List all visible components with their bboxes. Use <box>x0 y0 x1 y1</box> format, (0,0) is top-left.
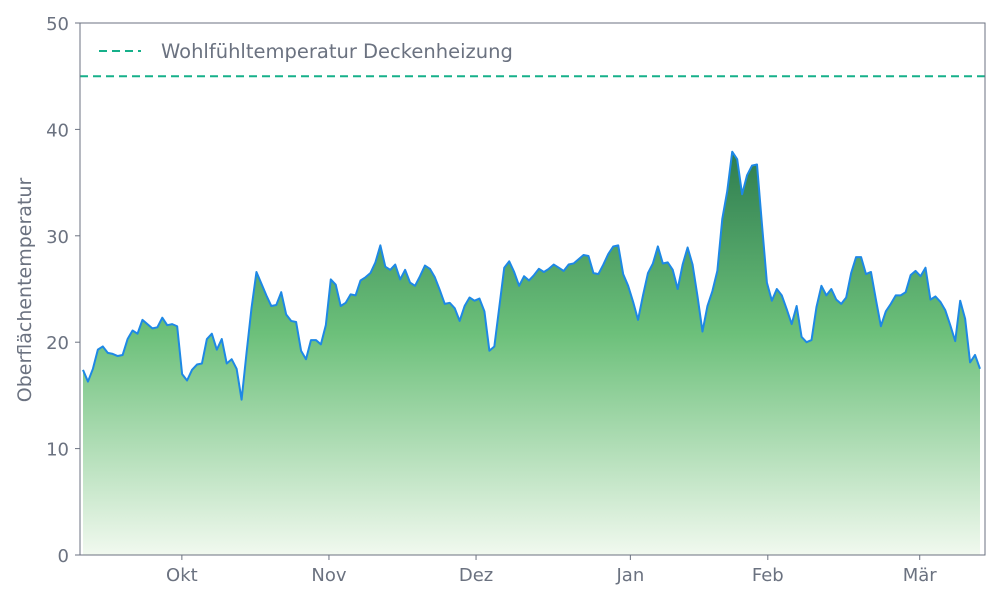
x-tick-label: Nov <box>311 565 346 586</box>
x-tick-label: Okt <box>166 565 198 586</box>
y-tick-label: 0 <box>58 546 69 567</box>
series-area-fill <box>83 151 980 555</box>
plot-area <box>80 75 985 555</box>
x-tick-label: Mär <box>903 565 938 586</box>
plot-frame <box>79 22 986 556</box>
x-tick-label: Jan <box>615 565 644 586</box>
x-tick-label: Dez <box>459 565 493 586</box>
y-tick-label: 20 <box>46 333 69 354</box>
y-tick-label: 10 <box>46 440 69 461</box>
legend: Wohlfühltemperatur Deckenheizung <box>99 40 513 63</box>
y-tick-label: 50 <box>46 14 69 35</box>
y-tick-label: 30 <box>46 227 69 248</box>
legend-label-reference: Wohlfühltemperatur Deckenheizung <box>161 40 513 63</box>
x-tick-label: Feb <box>752 565 784 586</box>
y-axis: 0 10 20 30 40 50 <box>46 14 80 567</box>
y-tick-label: 40 <box>46 120 69 141</box>
series-line <box>82 150 981 401</box>
y-axis-title: Oberflächentemperatur <box>14 178 36 403</box>
x-axis: Okt Nov Dez Jan Feb Mär <box>166 555 937 586</box>
